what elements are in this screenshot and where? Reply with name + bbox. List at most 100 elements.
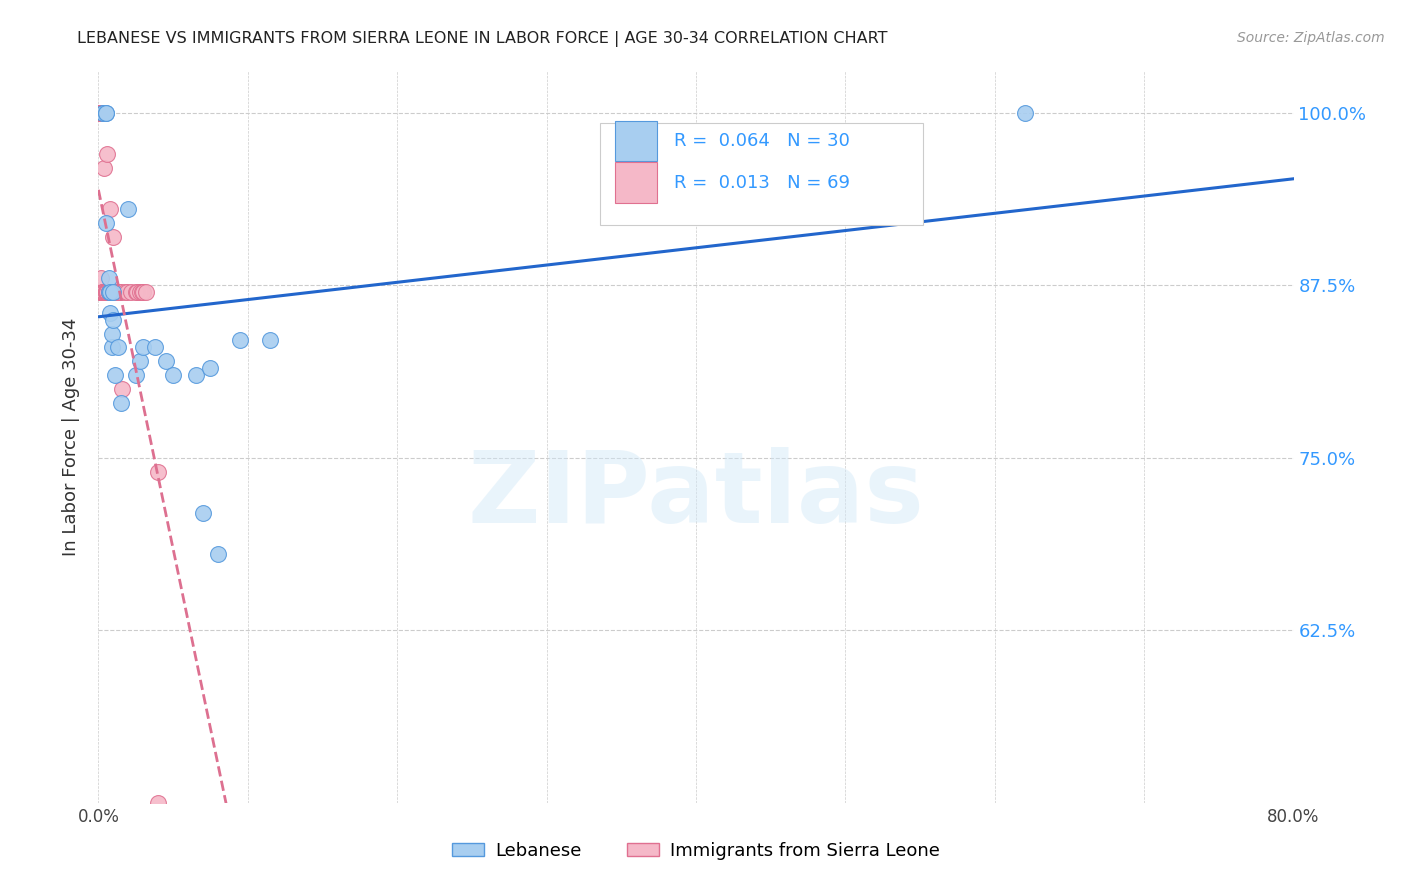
Point xyxy=(107,285,129,300)
Point xyxy=(91,285,114,300)
Point xyxy=(97,285,120,300)
Point xyxy=(101,326,124,341)
Point xyxy=(97,285,120,300)
Point xyxy=(129,354,152,368)
Point xyxy=(155,354,177,368)
Point xyxy=(108,285,131,300)
Point xyxy=(101,285,124,300)
Point xyxy=(89,105,111,120)
Point xyxy=(90,271,112,285)
Point xyxy=(125,285,148,300)
Point xyxy=(103,312,125,326)
Point xyxy=(259,334,281,348)
Text: ZIPatlas: ZIPatlas xyxy=(468,447,924,544)
Point xyxy=(90,285,112,300)
Point xyxy=(89,105,111,120)
Point xyxy=(148,465,170,479)
Point xyxy=(89,105,111,120)
Point xyxy=(93,285,115,300)
Point xyxy=(94,285,117,300)
Point xyxy=(89,105,111,120)
Point xyxy=(191,506,214,520)
Point xyxy=(162,368,184,382)
Point xyxy=(91,105,114,120)
Point xyxy=(103,285,125,300)
Point xyxy=(114,285,136,300)
Point xyxy=(90,105,112,120)
Point xyxy=(91,285,114,300)
Point xyxy=(143,340,166,354)
Point xyxy=(107,340,129,354)
Point xyxy=(125,368,148,382)
Point xyxy=(91,105,114,120)
Point xyxy=(90,105,112,120)
Point xyxy=(94,216,117,230)
Point xyxy=(90,285,112,300)
Point xyxy=(101,340,124,354)
Point xyxy=(89,105,111,120)
Point xyxy=(90,105,112,120)
Point xyxy=(93,161,115,175)
Point xyxy=(104,368,127,382)
Point xyxy=(90,285,112,300)
Point xyxy=(101,285,124,300)
Point xyxy=(94,285,117,300)
Text: R =  0.064   N = 30: R = 0.064 N = 30 xyxy=(675,132,851,150)
Point xyxy=(89,105,111,120)
Point xyxy=(91,105,114,120)
Point xyxy=(117,202,139,217)
Point xyxy=(91,285,114,300)
Point xyxy=(98,285,122,300)
Point xyxy=(91,285,114,300)
Point xyxy=(229,334,252,348)
Point xyxy=(97,285,120,300)
Point xyxy=(98,306,122,320)
Point xyxy=(94,285,117,300)
Point xyxy=(90,105,112,120)
Point xyxy=(93,105,115,120)
Point xyxy=(93,285,115,300)
Point xyxy=(135,285,157,300)
Point xyxy=(105,285,128,300)
Point xyxy=(98,285,122,300)
Point xyxy=(207,548,229,562)
Point xyxy=(103,285,125,300)
Text: Source: ZipAtlas.com: Source: ZipAtlas.com xyxy=(1237,31,1385,45)
Point xyxy=(200,361,222,376)
Point xyxy=(96,285,118,300)
Point xyxy=(91,105,114,120)
Legend: Lebanese, Immigrants from Sierra Leone: Lebanese, Immigrants from Sierra Leone xyxy=(444,835,948,867)
Text: R =  0.013   N = 69: R = 0.013 N = 69 xyxy=(675,174,851,192)
Point xyxy=(97,285,120,300)
Point xyxy=(127,285,149,300)
FancyBboxPatch shape xyxy=(600,122,922,225)
FancyBboxPatch shape xyxy=(614,162,657,202)
Point xyxy=(89,105,111,120)
Point xyxy=(94,285,117,300)
Point xyxy=(115,285,138,300)
Point xyxy=(129,285,152,300)
Point xyxy=(111,382,134,396)
Point xyxy=(184,368,207,382)
Point xyxy=(104,285,127,300)
Y-axis label: In Labor Force | Age 30-34: In Labor Force | Age 30-34 xyxy=(62,318,80,557)
Point xyxy=(96,285,118,300)
Point xyxy=(110,395,132,409)
Point xyxy=(132,285,155,300)
Text: LEBANESE VS IMMIGRANTS FROM SIERRA LEONE IN LABOR FORCE | AGE 30-34 CORRELATION : LEBANESE VS IMMIGRANTS FROM SIERRA LEONE… xyxy=(77,31,887,47)
Point xyxy=(120,285,142,300)
Point xyxy=(89,285,111,300)
Point xyxy=(94,285,117,300)
Point xyxy=(98,202,122,217)
Point xyxy=(93,285,115,300)
Point xyxy=(110,285,132,300)
FancyBboxPatch shape xyxy=(614,120,657,161)
Point xyxy=(1014,105,1036,120)
Point xyxy=(94,105,117,120)
Point xyxy=(94,105,117,120)
Point xyxy=(93,285,115,300)
Point xyxy=(89,105,111,120)
Point xyxy=(90,105,112,120)
Point xyxy=(97,271,120,285)
Point xyxy=(105,285,128,300)
